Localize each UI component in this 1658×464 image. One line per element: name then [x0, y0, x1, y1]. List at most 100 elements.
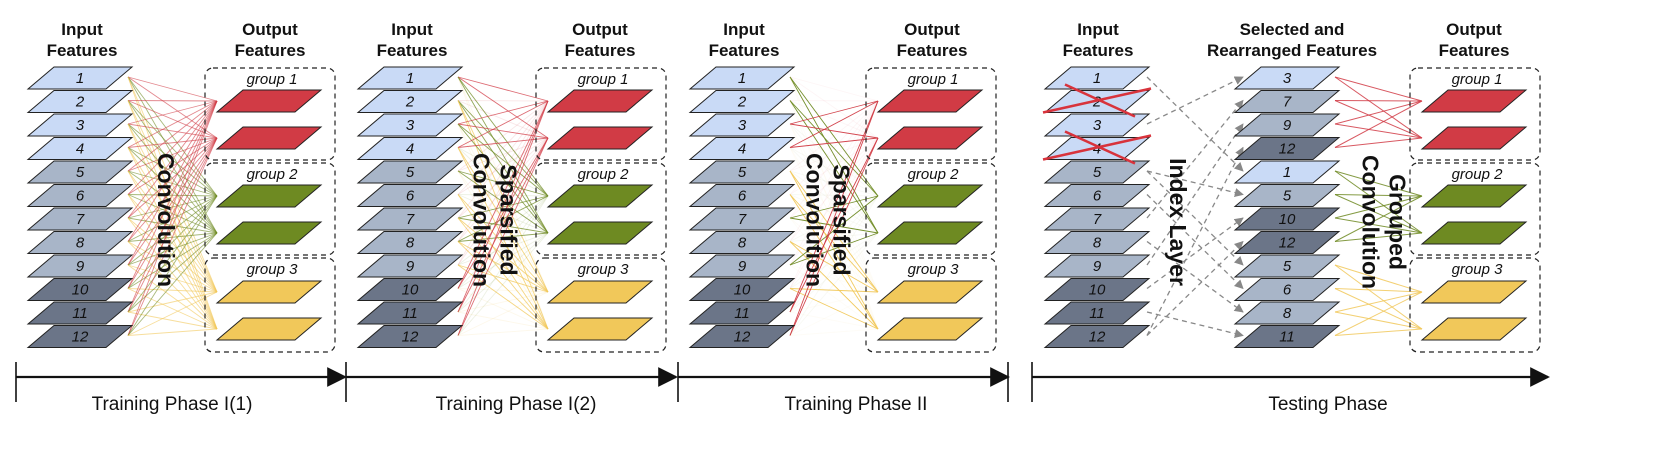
operation-label-line: Convolution [469, 153, 495, 287]
connection-edge [1334, 170, 1423, 197]
index-arrows [1146, 76, 1244, 338]
input-feature-stack-card: 10 [356, 278, 464, 301]
feature-label: 6 [1093, 188, 1102, 205]
feature-label: 7 [406, 211, 415, 228]
feature-label: 10 [72, 282, 89, 299]
output-feature-map [546, 280, 654, 304]
feature-label: 8 [76, 235, 85, 252]
feature-map [1233, 254, 1341, 278]
connection-edge [127, 195, 218, 336]
connection-edge [457, 170, 549, 197]
output-feature-groups: group 1 group 2 group 3 [1409, 67, 1541, 353]
selected-feature-stack-card: 10 [1233, 207, 1341, 231]
feature-label: 8 [406, 235, 415, 252]
connection-edge [457, 194, 549, 293]
index-arrow [1146, 76, 1244, 172]
feature-label: 7 [1093, 211, 1102, 228]
feature-label: 1 [1093, 70, 1101, 87]
selected-features-header-line: Selected and [1240, 20, 1345, 39]
output-feature-groups: group 1 group 2 group 3 [865, 67, 997, 353]
feature-map [1233, 325, 1341, 348]
connection-edge [789, 100, 879, 139]
feature-label: 6 [738, 188, 747, 205]
connection-edge [1334, 264, 1423, 330]
input-feature-stack-card: 1 [26, 66, 134, 90]
input-feature-stack-card: 7 [1043, 207, 1151, 231]
connection-edge [457, 328, 549, 336]
index-arrow [1146, 146, 1244, 336]
group-label: group 2 [247, 166, 299, 183]
output-feature-map [876, 89, 984, 113]
connection-edge [127, 100, 218, 330]
feature-label: 1 [76, 70, 84, 87]
connection-edge [789, 123, 879, 293]
group-box [865, 162, 997, 256]
connection-edge [1334, 100, 1423, 139]
input-feature-stack-card: 12 [356, 325, 464, 348]
connection-edge [127, 311, 218, 330]
group-box [865, 67, 997, 161]
connection-edge [457, 147, 549, 330]
input-features-header: Input Features [377, 20, 448, 60]
group-box [204, 257, 336, 353]
selected-feature-stack-card: 6 [1233, 278, 1341, 301]
operation-label-line: Sparsified [829, 164, 855, 275]
feature-map [688, 113, 796, 137]
connection-edge [789, 147, 879, 293]
connection-edge [127, 147, 218, 293]
input-features-header-line: Features [377, 41, 448, 60]
connection-edge [789, 137, 879, 289]
group-label: group 1 [1452, 71, 1503, 88]
selected-feature-stack-card: 7 [1233, 90, 1341, 113]
feature-map [1043, 301, 1151, 325]
timeline [15, 362, 1550, 402]
index-arrow [1146, 99, 1244, 219]
group-box [204, 162, 336, 256]
feature-map [26, 207, 134, 231]
connection-edge [127, 194, 218, 330]
input-features-header-line: Input [1077, 20, 1119, 39]
feature-label: 9 [738, 258, 747, 275]
connection-edge [457, 137, 549, 266]
connection-edge [457, 123, 549, 330]
input-feature-stack-card: 8 [356, 231, 464, 254]
feature-map [356, 160, 464, 184]
group-box [1409, 162, 1541, 256]
connection-edge [789, 194, 879, 197]
connection-edge [127, 195, 218, 313]
connection-edge [457, 100, 549, 148]
group-label: group 3 [247, 261, 299, 278]
connection-edge [127, 137, 218, 313]
connection-edge [457, 232, 549, 313]
output-features-header-line: Output [904, 20, 960, 39]
connection-edge [1334, 76, 1423, 139]
feature-map [1233, 184, 1341, 207]
feature-map [688, 301, 796, 325]
connection-edge [127, 76, 218, 102]
input-feature-stack-card: 2 [26, 90, 134, 113]
connection-edge [127, 100, 218, 313]
input-features-header: Input Features [1063, 20, 1134, 60]
connection-edge [127, 100, 218, 172]
connection-edge [789, 170, 879, 234]
connection-edge [789, 100, 879, 234]
feature-label: 3 [738, 117, 747, 134]
group-box [1409, 257, 1541, 353]
connection-edge [1334, 217, 1423, 234]
connection-edge [127, 100, 218, 219]
index-arrow [1146, 170, 1244, 266]
input-feature-stack-card: 2 [356, 90, 464, 113]
index-arrow [1146, 76, 1244, 125]
input-feature-stack-card: 5 [26, 160, 134, 184]
feature-label: 2 [75, 94, 85, 111]
connection-edge [127, 137, 218, 289]
connection-edge [127, 241, 218, 293]
input-feature-stack-card: 1 [1043, 66, 1151, 90]
feature-label: 4 [406, 141, 414, 158]
connection-edge [127, 217, 218, 330]
connection-edge [789, 232, 879, 336]
